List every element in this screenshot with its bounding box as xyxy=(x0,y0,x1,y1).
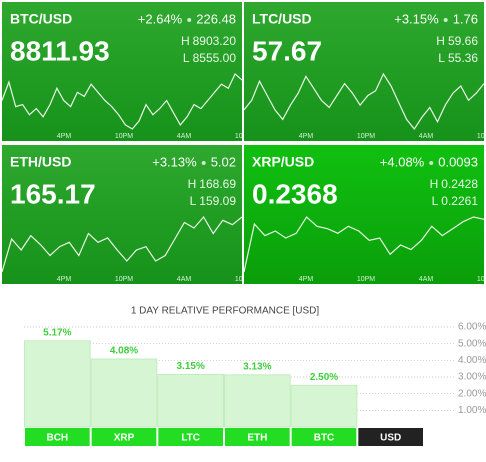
bar xyxy=(24,340,91,428)
x-tick-label: BCH xyxy=(46,433,68,444)
high-label: H xyxy=(436,34,445,48)
y-tick-label: 5.00% xyxy=(458,338,486,349)
high-label: H xyxy=(181,34,190,48)
high: 59.66 xyxy=(448,34,478,48)
x-tick-label: XRP xyxy=(114,433,135,444)
change: +3.15% xyxy=(394,11,439,26)
price: 0.2368 xyxy=(252,178,338,209)
pair: LTC/USD xyxy=(252,11,312,27)
pair: XRP/USD xyxy=(252,154,314,170)
x-tick-label: LTC xyxy=(181,433,200,444)
time-axis: 4PM 10PM 4AM 10AM xyxy=(299,133,486,140)
time-label: 10PM xyxy=(357,133,375,140)
bar xyxy=(157,374,224,428)
value-label: 5.17% xyxy=(43,327,71,338)
time-label: 4AM xyxy=(419,276,434,283)
low: 159.09 xyxy=(199,194,236,208)
time-axis: 4PM 10PM 4AM 10AM xyxy=(57,276,253,283)
time-axis: 4PM 10PM 4AM 10AM xyxy=(299,276,486,283)
y-tick-label: 3.00% xyxy=(458,372,486,383)
category-box xyxy=(225,428,290,446)
bar xyxy=(224,374,291,428)
category-box xyxy=(25,428,90,446)
x-tick-label: USD xyxy=(380,433,401,444)
low-label: L xyxy=(183,51,190,65)
separator xyxy=(429,161,434,165)
high-label: H xyxy=(188,177,197,191)
category-box xyxy=(91,428,157,446)
low: 55.36 xyxy=(448,51,478,65)
time-axis: 4PM 10PM 4AM 10AM xyxy=(57,133,253,140)
low: 0.2261 xyxy=(441,194,478,208)
time-label: 10AM xyxy=(477,133,486,140)
value-label: 4.08% xyxy=(110,346,138,357)
category-box xyxy=(158,428,223,446)
low-label: L xyxy=(432,194,439,208)
y-tick-label: 6.00% xyxy=(458,322,486,333)
category-box xyxy=(291,428,357,446)
pair: ETH/USD xyxy=(10,154,71,170)
high-label: H xyxy=(430,177,439,191)
low-label: L xyxy=(190,194,197,208)
value-label: 2.50% xyxy=(310,372,338,383)
time-label: 10AM xyxy=(477,276,486,283)
high: 8903.20 xyxy=(193,34,237,48)
time-label: 10PM xyxy=(357,276,375,283)
delta: 226.48 xyxy=(196,11,236,26)
high: 168.69 xyxy=(199,177,236,191)
time-label: 4PM xyxy=(57,276,72,283)
value-label: 3.13% xyxy=(243,361,271,372)
price: 57.67 xyxy=(252,35,322,66)
y-tick-label: 1.00% xyxy=(458,405,486,416)
tile-bg xyxy=(2,145,242,284)
pair: BTC/USD xyxy=(10,11,72,27)
change: +4.08% xyxy=(380,154,425,169)
sparkline xyxy=(243,72,485,131)
value-label: 3.15% xyxy=(176,361,204,372)
separator xyxy=(187,18,192,22)
x-tick-label: ETH xyxy=(247,433,267,444)
category-box xyxy=(358,428,423,446)
y-tick-label: 2.00% xyxy=(458,388,486,399)
time-label: 4AM xyxy=(177,276,192,283)
y-tick-label: 4.00% xyxy=(458,355,486,366)
bar xyxy=(290,384,358,428)
tile-bg xyxy=(2,2,242,141)
bar xyxy=(90,358,158,428)
time-label: 4PM xyxy=(299,276,314,283)
chart-title: 1 DAY RELATIVE PERFORMANCE [USD] xyxy=(131,306,320,317)
low-label: L xyxy=(438,51,445,65)
separator xyxy=(443,18,448,22)
low: 8555.00 xyxy=(193,51,237,65)
time-label: 4PM xyxy=(299,133,314,140)
change: +2.64% xyxy=(138,11,183,26)
time-label: 4PM xyxy=(57,133,72,140)
delta: 5.02 xyxy=(211,154,236,169)
time-label: 10PM xyxy=(115,276,133,283)
delta: 1.76 xyxy=(453,11,478,26)
time-label: 4AM xyxy=(177,133,192,140)
high: 0.2428 xyxy=(441,177,478,191)
sparkline xyxy=(243,216,485,273)
sparkline xyxy=(1,215,243,273)
x-tick-label: BTC xyxy=(314,433,335,444)
tile-bg xyxy=(244,145,484,284)
ticker-tile: BTC/USD 226.48 +2.64% 8811.93 8903.20H8555.0… xyxy=(1,2,253,141)
price: 165.17 xyxy=(10,178,96,209)
time-label: 10AM xyxy=(235,276,253,283)
sparkline xyxy=(1,73,243,130)
time-label: 10PM xyxy=(115,133,133,140)
separator xyxy=(201,161,206,165)
time-label: 10AM xyxy=(235,133,253,140)
price: 8811.93 xyxy=(10,35,110,66)
time-label: 4AM xyxy=(419,133,434,140)
delta: 0.0093 xyxy=(438,154,478,169)
change: +3.13% xyxy=(152,154,197,169)
